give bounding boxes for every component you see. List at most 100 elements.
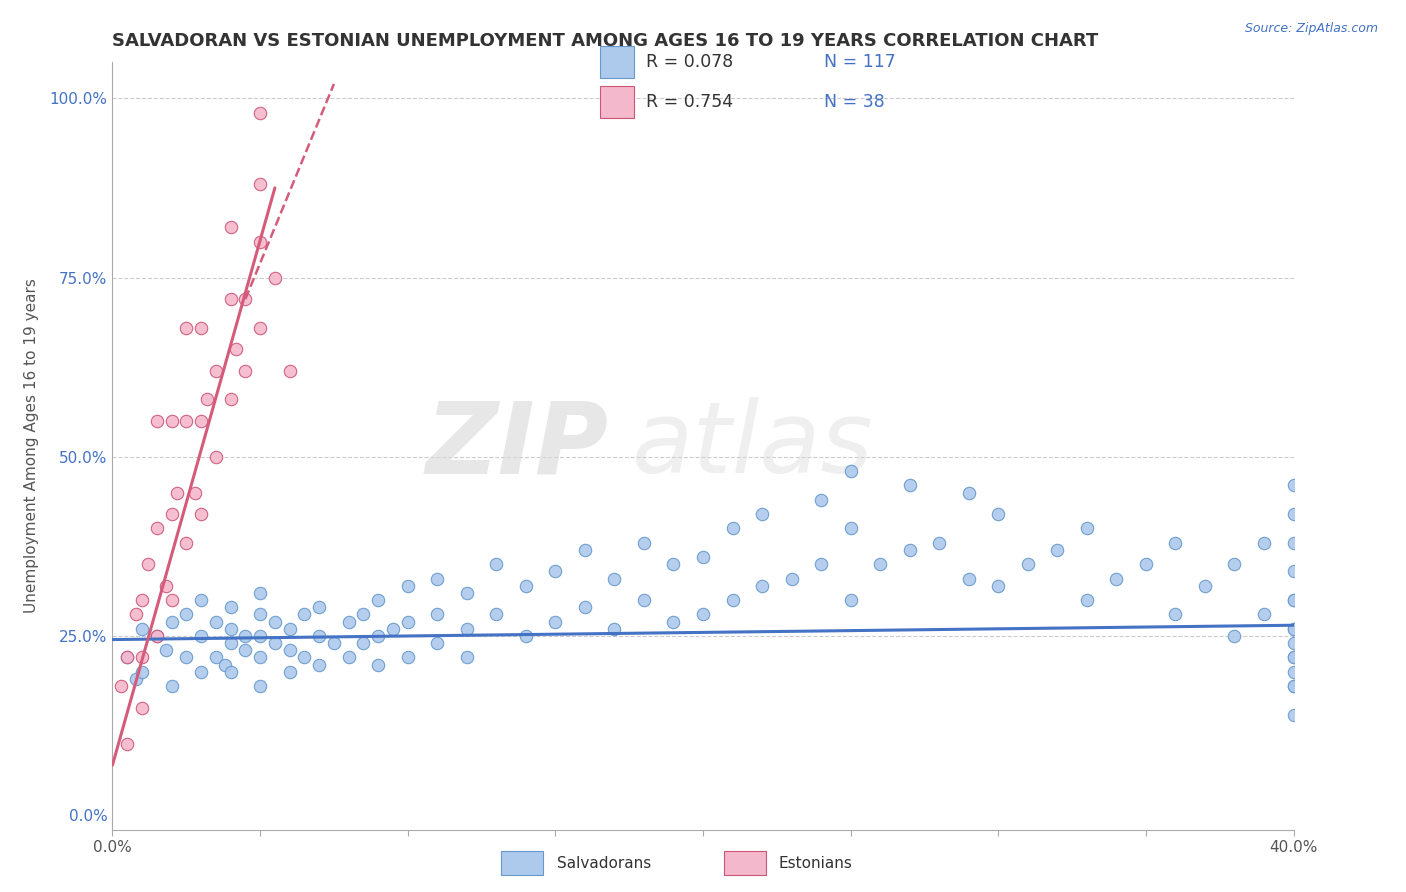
Point bbox=[544, 615, 567, 629]
Point bbox=[160, 593, 183, 607]
Point bbox=[249, 178, 271, 192]
Point bbox=[426, 636, 449, 650]
Point bbox=[190, 629, 212, 643]
Point bbox=[574, 600, 596, 615]
Text: N = 117: N = 117 bbox=[824, 54, 896, 71]
Point bbox=[1282, 650, 1305, 665]
Point bbox=[249, 629, 271, 643]
Point bbox=[426, 607, 449, 622]
Point bbox=[1282, 565, 1305, 579]
Point bbox=[146, 629, 169, 643]
Point bbox=[190, 593, 212, 607]
Point bbox=[337, 615, 360, 629]
Point bbox=[308, 657, 330, 672]
Point bbox=[205, 450, 228, 464]
Point bbox=[456, 650, 478, 665]
Point bbox=[160, 615, 183, 629]
Point bbox=[839, 521, 862, 535]
Point bbox=[839, 464, 862, 478]
Point bbox=[1282, 536, 1305, 550]
Point bbox=[1282, 478, 1305, 492]
Point bbox=[987, 579, 1010, 593]
Point bbox=[249, 650, 271, 665]
Point bbox=[1282, 622, 1305, 636]
Point bbox=[515, 579, 537, 593]
Point bbox=[456, 622, 478, 636]
Point bbox=[692, 607, 714, 622]
Point bbox=[574, 543, 596, 558]
Point bbox=[1194, 579, 1216, 593]
Point bbox=[1223, 629, 1246, 643]
Point bbox=[987, 507, 1010, 521]
Point bbox=[485, 558, 508, 572]
Point bbox=[205, 364, 228, 378]
Point bbox=[721, 521, 744, 535]
Point bbox=[219, 220, 242, 235]
Point bbox=[1164, 536, 1187, 550]
Point bbox=[264, 270, 287, 285]
Point bbox=[190, 320, 212, 334]
Point bbox=[456, 586, 478, 600]
Point bbox=[233, 364, 256, 378]
Point bbox=[1282, 593, 1305, 607]
Point bbox=[367, 593, 389, 607]
Point bbox=[898, 543, 921, 558]
FancyBboxPatch shape bbox=[501, 851, 543, 876]
Point bbox=[278, 643, 301, 657]
Point bbox=[1017, 558, 1039, 572]
Point bbox=[174, 320, 197, 334]
Text: atlas: atlas bbox=[633, 398, 873, 494]
Point bbox=[146, 629, 169, 643]
Point bbox=[1282, 622, 1305, 636]
Point bbox=[146, 414, 169, 428]
Point bbox=[810, 558, 832, 572]
FancyBboxPatch shape bbox=[599, 46, 634, 78]
Point bbox=[174, 650, 197, 665]
Point bbox=[692, 550, 714, 565]
Text: SALVADORAN VS ESTONIAN UNEMPLOYMENT AMONG AGES 16 TO 19 YEARS CORRELATION CHART: SALVADORAN VS ESTONIAN UNEMPLOYMENT AMON… bbox=[112, 32, 1098, 50]
Point bbox=[264, 636, 287, 650]
Text: R = 0.754: R = 0.754 bbox=[645, 93, 733, 112]
Point bbox=[603, 622, 626, 636]
Point bbox=[155, 579, 177, 593]
Point bbox=[131, 665, 153, 679]
Point bbox=[544, 565, 567, 579]
Point bbox=[957, 572, 980, 586]
Point bbox=[603, 572, 626, 586]
Point bbox=[1076, 593, 1098, 607]
Point bbox=[633, 536, 655, 550]
Point bbox=[810, 492, 832, 507]
Point bbox=[396, 615, 419, 629]
Point bbox=[219, 636, 242, 650]
FancyBboxPatch shape bbox=[599, 86, 634, 119]
Point bbox=[117, 650, 138, 665]
Point bbox=[1076, 521, 1098, 535]
Point bbox=[278, 665, 301, 679]
Point bbox=[278, 622, 301, 636]
Point bbox=[1282, 707, 1305, 722]
Y-axis label: Unemployment Among Ages 16 to 19 years: Unemployment Among Ages 16 to 19 years bbox=[24, 278, 38, 614]
Point bbox=[249, 586, 271, 600]
Point bbox=[219, 600, 242, 615]
Point bbox=[146, 521, 169, 535]
Point bbox=[190, 665, 212, 679]
Point bbox=[233, 643, 256, 657]
Point bbox=[160, 507, 183, 521]
Point bbox=[662, 558, 685, 572]
Text: Source: ZipAtlas.com: Source: ZipAtlas.com bbox=[1244, 22, 1378, 36]
Point bbox=[1223, 558, 1246, 572]
Point bbox=[174, 607, 197, 622]
Point bbox=[225, 342, 247, 356]
Point bbox=[1282, 636, 1305, 650]
Point bbox=[110, 679, 132, 693]
Point bbox=[131, 593, 153, 607]
Point bbox=[219, 665, 242, 679]
Point bbox=[352, 607, 374, 622]
Point bbox=[131, 700, 153, 714]
Point bbox=[125, 607, 148, 622]
Point bbox=[1253, 536, 1275, 550]
Point bbox=[367, 657, 389, 672]
Point bbox=[1164, 607, 1187, 622]
Point bbox=[233, 292, 256, 306]
Point bbox=[839, 593, 862, 607]
